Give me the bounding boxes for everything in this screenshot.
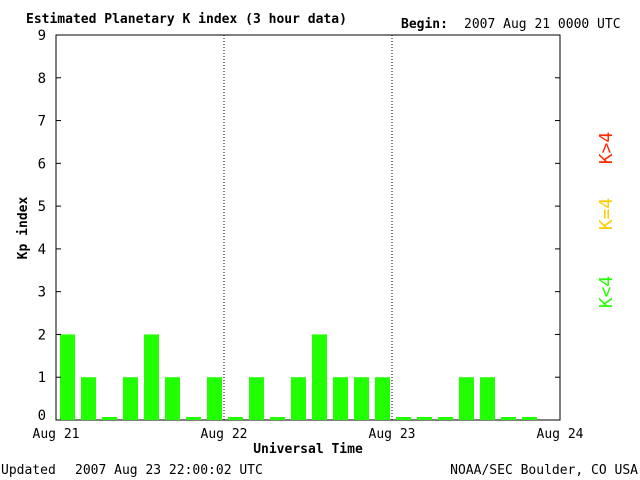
chart-title: Estimated Planetary K index (3 hour data… (26, 12, 347, 27)
y-tick-label: 7 (38, 114, 46, 130)
kp-bar (480, 377, 495, 420)
kp-bar (186, 417, 201, 420)
kp-bar (522, 417, 537, 420)
x-tick-label: Aug 24 (537, 427, 584, 442)
kp-bar (60, 334, 75, 420)
x-axis: Aug 21 Aug 22 Aug 23 Aug 24 (33, 427, 584, 442)
y-tick-label: 1 (38, 370, 46, 386)
legend: K<4 K=4 K>4 (596, 132, 617, 309)
y-axis: 0 1 2 3 4 5 6 7 8 9 (38, 28, 560, 424)
y-axis-label: Kp index (16, 197, 31, 260)
footer-source: NOAA/SEC Boulder, CO USA (450, 463, 638, 478)
day-separators (223, 35, 393, 420)
kp-bar (102, 417, 117, 420)
kp-bar (417, 417, 432, 420)
kp-bar (375, 377, 390, 420)
x-axis-label: Universal Time (253, 442, 363, 457)
kp-bar (438, 417, 453, 420)
y-tick-label: 0 (38, 408, 46, 424)
y-tick-label: 4 (38, 242, 46, 258)
kp-bar (81, 377, 96, 420)
bar-series (60, 334, 537, 420)
footer-updated-label: Updated (1, 463, 56, 478)
legend-entry: K<4 (596, 276, 617, 309)
y-tick-label: 6 (38, 156, 46, 172)
x-tick-label: Aug 21 (33, 427, 80, 442)
begin-value: 2007 Aug 21 0000 UTC (464, 17, 621, 32)
legend-entry: K=4 (596, 198, 617, 231)
plot-frame (55, 34, 561, 421)
kp-bar (228, 417, 243, 420)
kp-bar (144, 334, 159, 420)
x-tick-label: Aug 23 (369, 427, 416, 442)
kp-bar (165, 377, 180, 420)
legend-entry: K>4 (596, 132, 617, 165)
y-tick-label: 9 (38, 28, 46, 44)
y-tick-label: 8 (38, 71, 46, 87)
kp-bar (270, 417, 285, 420)
kp-bar (333, 377, 348, 420)
kp-bar (396, 417, 411, 420)
kp-bar (207, 377, 222, 420)
y-tick-label: 5 (38, 199, 46, 215)
y-tick-label: 2 (38, 327, 46, 343)
kp-bar (459, 377, 474, 420)
kp-bar (312, 334, 327, 420)
x-tick-label: Aug 22 (201, 427, 248, 442)
begin-label: Begin: (401, 17, 448, 32)
kp-bar (123, 377, 138, 420)
kp-bar (291, 377, 306, 420)
footer-updated-value: 2007 Aug 23 22:00:02 UTC (75, 463, 263, 478)
kp-bar (354, 377, 369, 420)
y-tick-label: 3 (38, 285, 46, 301)
kp-bar (249, 377, 264, 420)
kp-bar (501, 417, 516, 420)
